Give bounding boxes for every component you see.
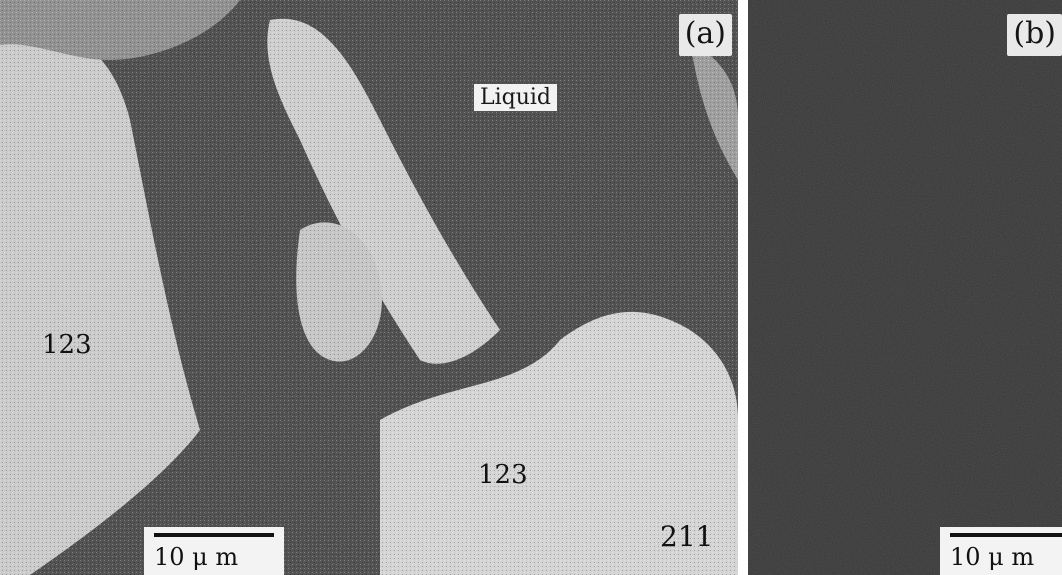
panel-a-label: (a) bbox=[678, 14, 732, 56]
phase-label-liquid: Liquid bbox=[474, 84, 558, 111]
micrograph-panel-b: (b) 10 μ m bbox=[748, 0, 1062, 575]
phase-label-123-left: 123 bbox=[42, 330, 92, 360]
scale-bar-a: 10 μ m bbox=[144, 527, 284, 575]
micrograph-panel-a: (a) Liquid 123 123 211 10 μ m bbox=[0, 0, 738, 575]
scale-bar-label: 10 μ m bbox=[154, 543, 239, 571]
phase-label-123-center: 123 bbox=[478, 460, 528, 490]
panel-b-label: (b) bbox=[1007, 14, 1062, 56]
scale-bar-line bbox=[154, 533, 274, 537]
scale-bar-b: 10 μ m bbox=[940, 527, 1062, 575]
micrograph-b-texture bbox=[748, 0, 1062, 575]
scale-bar-line bbox=[950, 533, 1062, 537]
micrograph-a-texture bbox=[0, 0, 738, 575]
phase-label-211: 211 bbox=[660, 520, 714, 553]
scale-bar-label: 10 μ m bbox=[950, 543, 1035, 571]
